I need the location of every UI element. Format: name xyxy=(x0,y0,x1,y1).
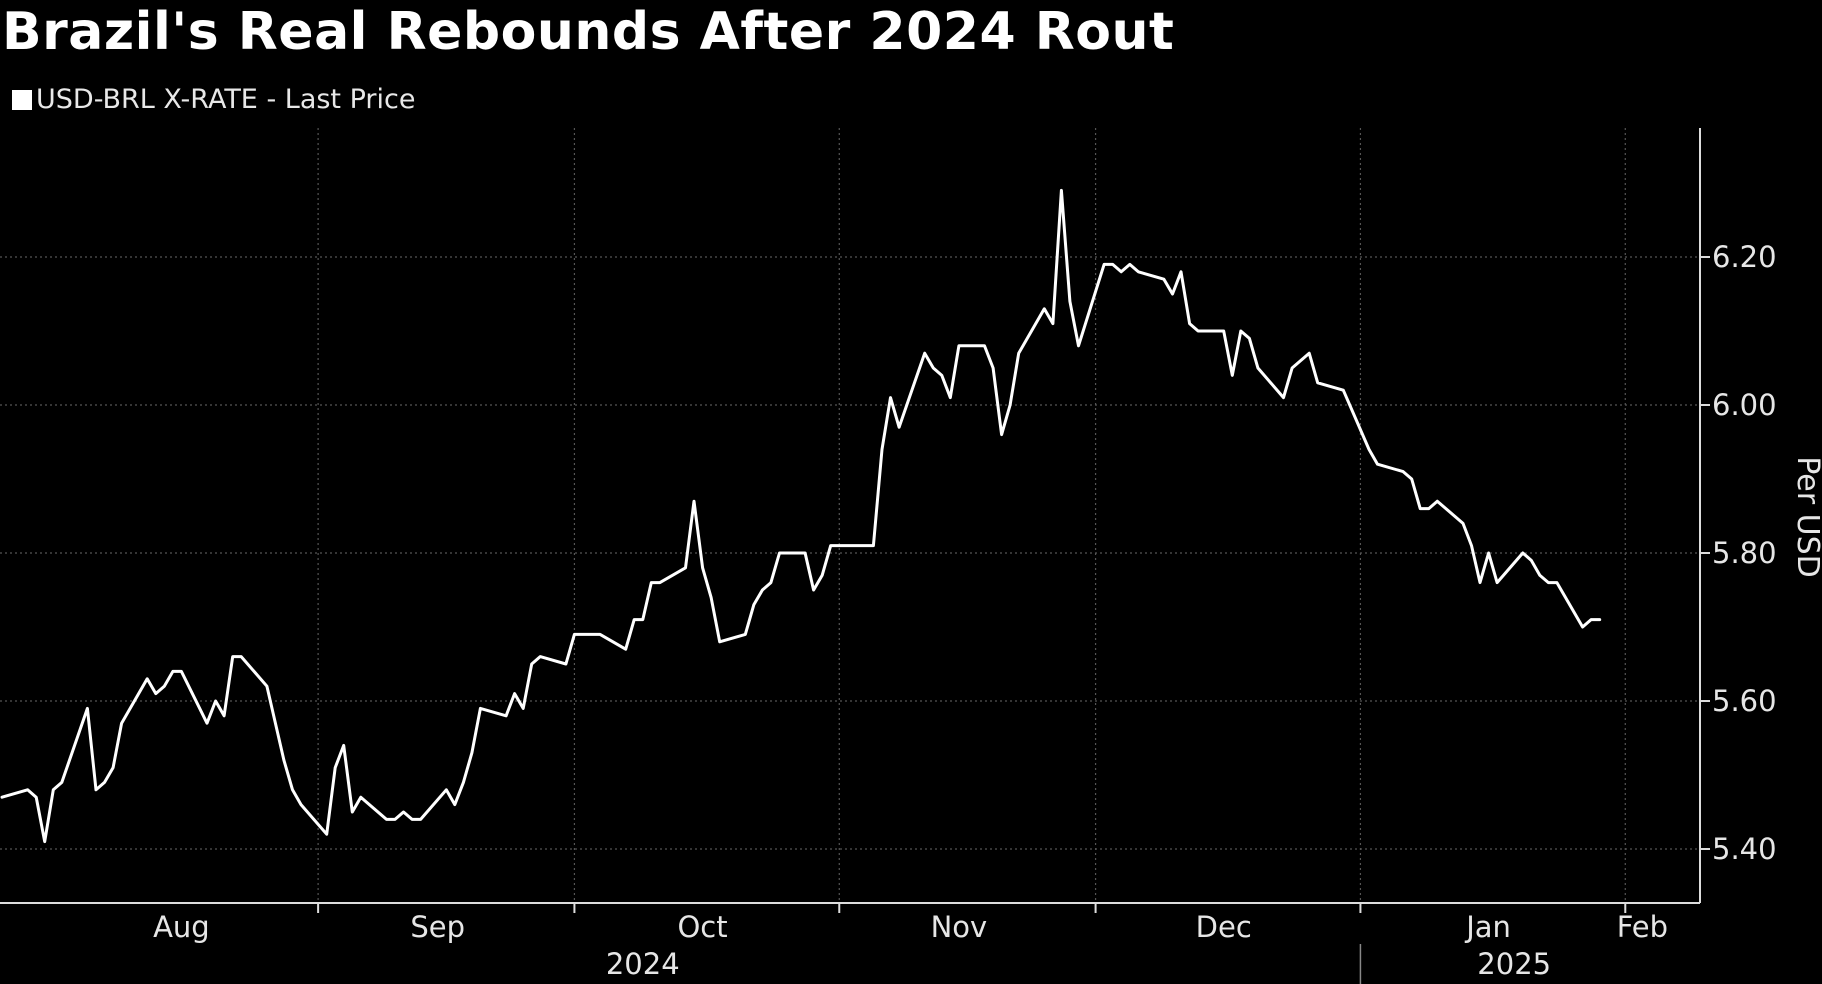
x-tick-label: Oct xyxy=(677,910,727,944)
x-tick-label: Sep xyxy=(410,910,465,944)
legend-label: USD-BRL X-RATE - Last Price xyxy=(36,84,416,115)
y-tick-label: 5.80 xyxy=(1712,536,1777,570)
chart-title: Brazil's Real Rebounds After 2024 Rout xyxy=(2,2,1175,62)
y-tick-label: 5.40 xyxy=(1712,832,1777,866)
y-tick-label: 5.60 xyxy=(1712,684,1777,718)
x-tick-label: Nov xyxy=(931,910,988,944)
x-tick-label: Jan xyxy=(1464,910,1511,944)
x-year-label: 2025 xyxy=(1477,947,1551,981)
y-tick-label: 6.00 xyxy=(1712,388,1777,422)
x-tick-label: Feb xyxy=(1617,910,1668,944)
legend: USD-BRL X-RATE - Last Price xyxy=(12,84,415,115)
x-tick-label: Aug xyxy=(153,910,210,944)
legend-swatch xyxy=(12,89,32,110)
y-tick-label: 6.20 xyxy=(1712,240,1777,274)
x-tick-label: Dec xyxy=(1196,910,1252,944)
y-axis-title: Per USD xyxy=(1790,456,1822,577)
series-line xyxy=(0,188,1602,844)
x-year-label: 2024 xyxy=(606,947,680,981)
